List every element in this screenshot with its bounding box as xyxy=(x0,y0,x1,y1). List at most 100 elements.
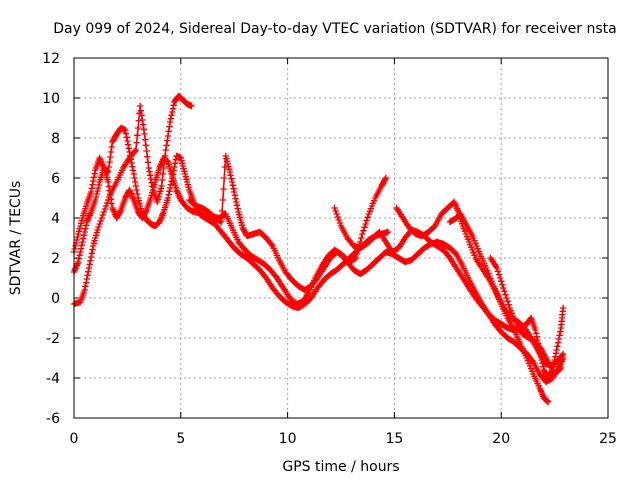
data-point xyxy=(336,219,344,227)
data-point xyxy=(493,264,501,272)
series-arc-5 xyxy=(331,204,567,382)
data-point xyxy=(169,108,176,116)
data-point xyxy=(97,217,104,225)
plot-frame xyxy=(73,57,609,419)
data-point xyxy=(364,214,371,221)
data-point xyxy=(218,218,225,226)
data-point xyxy=(268,241,275,248)
x-tick-label: 10 xyxy=(279,431,297,447)
data-point xyxy=(142,142,150,149)
series-arc-4 xyxy=(186,152,390,294)
data-point xyxy=(81,286,88,294)
data-point xyxy=(133,139,140,146)
data-point xyxy=(188,102,195,110)
data-point xyxy=(122,130,130,137)
data-point xyxy=(75,258,82,266)
data-point xyxy=(137,102,144,110)
y-tick-label: -4 xyxy=(46,371,60,387)
data-point xyxy=(145,164,152,172)
data-point xyxy=(92,193,100,201)
data-point xyxy=(95,184,102,192)
data-point xyxy=(85,264,93,272)
data-point xyxy=(505,301,512,308)
data-point xyxy=(166,123,173,130)
data-point xyxy=(171,160,179,167)
data-point xyxy=(166,188,173,195)
data-point xyxy=(74,233,81,241)
data-point xyxy=(89,246,96,253)
data-point xyxy=(143,147,150,155)
data-point xyxy=(228,175,235,182)
data-point xyxy=(77,248,84,256)
data-point xyxy=(117,208,124,215)
data-point xyxy=(130,170,137,178)
data-point xyxy=(532,326,539,334)
data-point xyxy=(135,117,142,124)
data-point xyxy=(82,225,89,232)
data-point xyxy=(159,176,166,184)
y-tick-label: 8 xyxy=(51,131,60,147)
data-point xyxy=(498,278,505,285)
data-point xyxy=(230,185,237,192)
data-point xyxy=(502,291,509,298)
data-point xyxy=(101,205,109,213)
data-point xyxy=(384,228,392,236)
series-markers xyxy=(331,204,567,382)
data-point xyxy=(333,210,340,218)
data-point xyxy=(134,132,141,139)
data-point xyxy=(218,207,226,215)
data-point xyxy=(503,294,510,302)
y-tick-label: -2 xyxy=(46,331,60,347)
y-tick-label: 12 xyxy=(42,51,60,67)
data-point xyxy=(494,268,502,275)
data-point xyxy=(332,207,339,215)
data-point xyxy=(84,272,91,279)
x-tick-label: 15 xyxy=(385,431,403,447)
data-point xyxy=(105,178,112,186)
data-point xyxy=(100,208,108,216)
series-markers xyxy=(487,254,565,378)
data-point xyxy=(93,190,100,198)
data-point xyxy=(166,184,174,192)
data-point xyxy=(166,118,174,126)
y-axis-label: SDTVAR / TECUs xyxy=(8,181,24,296)
data-point xyxy=(103,199,111,207)
series-arc-3 xyxy=(70,154,567,386)
x-tick-label: 20 xyxy=(492,431,510,447)
data-point xyxy=(91,170,98,177)
y-tick-label: 10 xyxy=(42,91,60,107)
data-point xyxy=(537,345,544,352)
data-point xyxy=(95,181,103,189)
data-point xyxy=(134,124,142,132)
y-tick-label: 6 xyxy=(51,171,60,187)
data-point xyxy=(142,208,150,215)
axis-ticks xyxy=(73,57,609,419)
data-point xyxy=(108,200,115,207)
data-point xyxy=(557,328,564,335)
data-point xyxy=(217,218,224,225)
data-point xyxy=(83,275,90,283)
data-point xyxy=(219,196,226,204)
data-point xyxy=(88,250,95,257)
data-point xyxy=(147,175,155,183)
data-point xyxy=(168,112,175,119)
data-point xyxy=(552,350,560,357)
data-point xyxy=(495,271,503,278)
data-point xyxy=(164,132,172,140)
data-point xyxy=(107,196,115,203)
data-point xyxy=(170,102,177,109)
data-point xyxy=(82,222,90,229)
data-point xyxy=(533,333,540,340)
data-point xyxy=(132,182,140,190)
data-point xyxy=(552,353,559,360)
data-point xyxy=(232,195,239,202)
data-point xyxy=(140,126,147,133)
chart-title: Day 099 of 2024, Sidereal Day-to-day VTE… xyxy=(53,21,616,37)
data-point xyxy=(95,223,102,231)
data-point xyxy=(147,172,154,179)
data-point xyxy=(122,126,129,134)
data-point xyxy=(231,188,238,196)
data-point xyxy=(94,226,101,234)
data-point xyxy=(87,188,95,196)
data-point xyxy=(555,335,563,343)
